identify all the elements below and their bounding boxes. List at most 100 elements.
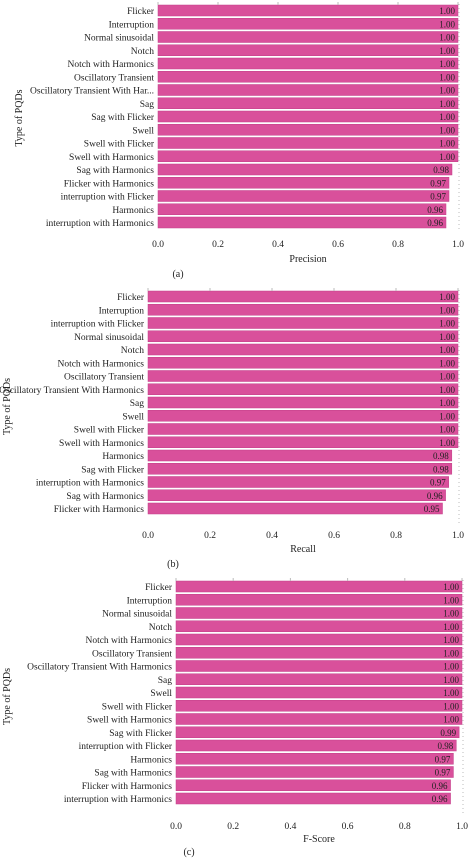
bar	[175, 673, 463, 685]
bar	[175, 594, 463, 606]
category-label: Swell	[132, 126, 154, 136]
x-tick-label: 0.4	[272, 240, 284, 250]
category-label: Flicker	[127, 7, 155, 17]
category-label: Swell	[122, 412, 144, 422]
precision-chart-panel: Flicker 1.00 Interruption 1.00 Normal sinuso…	[14, 2, 464, 280]
category-label: Oscillatory Transient With Harmonics	[27, 663, 172, 673]
x-tick-label: 0.6	[328, 531, 340, 541]
value-label: 0.98	[433, 165, 449, 175]
category-label: Sag with Harmonics	[76, 166, 154, 176]
category-label: Swell with Harmonics	[87, 716, 172, 726]
value-label: 1.00	[439, 438, 455, 448]
category-label: Normal sinusoidal	[84, 34, 154, 44]
bar	[147, 317, 459, 329]
category-label: Flicker with Harmonics	[64, 179, 155, 189]
bar	[147, 383, 459, 395]
bar	[157, 110, 459, 123]
bar	[175, 660, 463, 672]
bar	[147, 436, 459, 448]
f-score-chart-panel: Flicker 1.00 Interruption 1.00 Normal sinuso…	[2, 578, 468, 858]
bar	[147, 396, 459, 409]
value-label: 1.00	[443, 715, 459, 725]
bar	[175, 739, 457, 752]
bar	[157, 97, 459, 109]
category-label: Oscillatory Transient	[74, 73, 154, 83]
bar	[157, 163, 453, 176]
y-axis-label: Type of PQDs	[2, 668, 13, 725]
bar	[147, 502, 443, 515]
category-label: Interruption	[127, 596, 173, 606]
category-label: Oscillatory Transient	[64, 373, 144, 383]
category-label: Notch	[149, 623, 172, 633]
category-label: Notch	[131, 47, 154, 57]
bar	[147, 290, 459, 303]
category-label: Sag with Harmonics	[94, 769, 172, 779]
panel-label: (c)	[183, 847, 194, 858]
value-label: 1.00	[443, 675, 459, 685]
category-label: Harmonics	[112, 206, 154, 216]
x-tick-label: 0.2	[204, 531, 216, 541]
x-tick-label: 0.4	[266, 531, 278, 541]
bar	[175, 620, 463, 632]
value-label: 1.00	[439, 99, 455, 109]
bar	[175, 766, 454, 778]
bar	[175, 686, 463, 699]
category-label: Sag with Flicker	[81, 465, 145, 475]
category-label: Flicker with Harmonics	[82, 782, 173, 792]
y-axis-label: Type of PQDs	[14, 89, 25, 146]
value-label: 1.00	[439, 398, 455, 408]
category-label: interruption with Flicker	[51, 320, 145, 330]
category-label: Swell with Flicker	[102, 702, 173, 712]
value-label: 1.00	[439, 425, 455, 435]
bar	[157, 177, 450, 189]
value-label: 1.00	[439, 305, 455, 315]
category-label: Oscillatory Transient With Harmonics	[0, 386, 144, 396]
bar	[157, 4, 459, 17]
value-label: 0.96	[427, 205, 443, 215]
category-label: Swell with Harmonics	[59, 439, 144, 449]
x-axis-label: Precision	[289, 254, 326, 265]
category-label: Interruption	[99, 306, 145, 316]
bar	[157, 124, 459, 136]
bar	[175, 726, 460, 738]
value-label: 1.00	[439, 319, 455, 329]
value-label: 1.00	[439, 345, 455, 355]
x-axis-label: Recall	[290, 544, 316, 555]
bar	[147, 370, 459, 382]
value-label: 0.96	[432, 781, 448, 791]
x-tick-label: 0.6	[332, 240, 344, 250]
bar	[157, 18, 459, 30]
value-label: 1.00	[439, 33, 455, 43]
bar	[147, 489, 446, 501]
bar	[147, 423, 459, 435]
value-label: 1.00	[439, 112, 455, 122]
value-label: 0.97	[430, 178, 446, 188]
x-tick-label: 0.2	[227, 822, 239, 832]
bar	[147, 357, 459, 369]
value-label: 1.00	[439, 125, 455, 135]
y-axis-label: Type of PQDs	[2, 378, 13, 435]
category-label: Interruption	[109, 20, 155, 30]
category-label: Swell with Flicker	[84, 140, 155, 150]
bar	[175, 647, 463, 659]
bar	[175, 607, 463, 619]
bar	[147, 463, 453, 475]
value-label: 0.97	[430, 478, 446, 488]
x-tick-label: 0.4	[284, 822, 296, 832]
value-label: 1.00	[443, 609, 459, 619]
category-label: Notch with Harmonics	[57, 359, 144, 369]
value-label: 0.96	[427, 218, 443, 228]
value-label: 1.00	[439, 59, 455, 69]
bar	[175, 753, 454, 765]
value-label: 1.00	[439, 72, 455, 82]
x-axis-label: F-Score	[303, 834, 335, 845]
x-tick-label: 1.0	[456, 822, 468, 832]
x-tick-label: 1.0	[452, 240, 464, 250]
value-label: 0.96	[432, 794, 448, 804]
value-label: 1.00	[443, 595, 459, 605]
category-label: interruption with Harmonics	[46, 219, 154, 229]
x-tick-label: 0.6	[342, 822, 354, 832]
value-label: 0.98	[433, 464, 449, 474]
value-label: 1.00	[443, 688, 459, 698]
bar	[157, 71, 459, 83]
